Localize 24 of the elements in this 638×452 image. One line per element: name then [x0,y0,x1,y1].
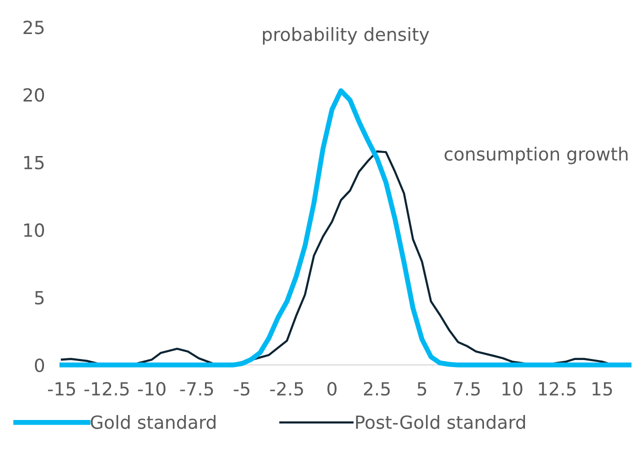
x-axis-title: consumption growth [444,146,628,164]
x-tick-label: 2.5 [364,382,390,396]
y-tick-label: 25 [24,20,44,34]
line-series [59,88,632,368]
legend-label: Post-Gold standard [356,415,525,430]
x-tick-label: -7.5 [180,382,213,396]
x-tick-label: 15 [592,382,612,396]
x-tick-label: -10 [138,382,166,396]
y-tick-label: 15 [24,156,44,170]
x-tick-label: -15 [48,382,76,396]
y-tick-label: 20 [24,88,44,102]
y-tick-label: 10 [24,223,44,237]
x-tick-label: 7.5 [454,382,480,396]
y-axis-title: probability density [262,27,430,45]
x-tick-label: -2.5 [270,382,303,396]
x-tick-label: 12.5 [538,382,576,396]
x-tick-label: 0 [327,382,337,396]
x-tick-label: -12.5 [84,382,129,396]
y-tick-label: 5 [35,291,44,305]
x-tick-label: 10 [502,382,522,396]
x-tick-label: 5 [418,382,426,396]
y-tick-label: 0 [34,358,44,372]
x-tick-label: -5 [234,382,250,396]
legend-label: Gold standard [90,415,216,430]
